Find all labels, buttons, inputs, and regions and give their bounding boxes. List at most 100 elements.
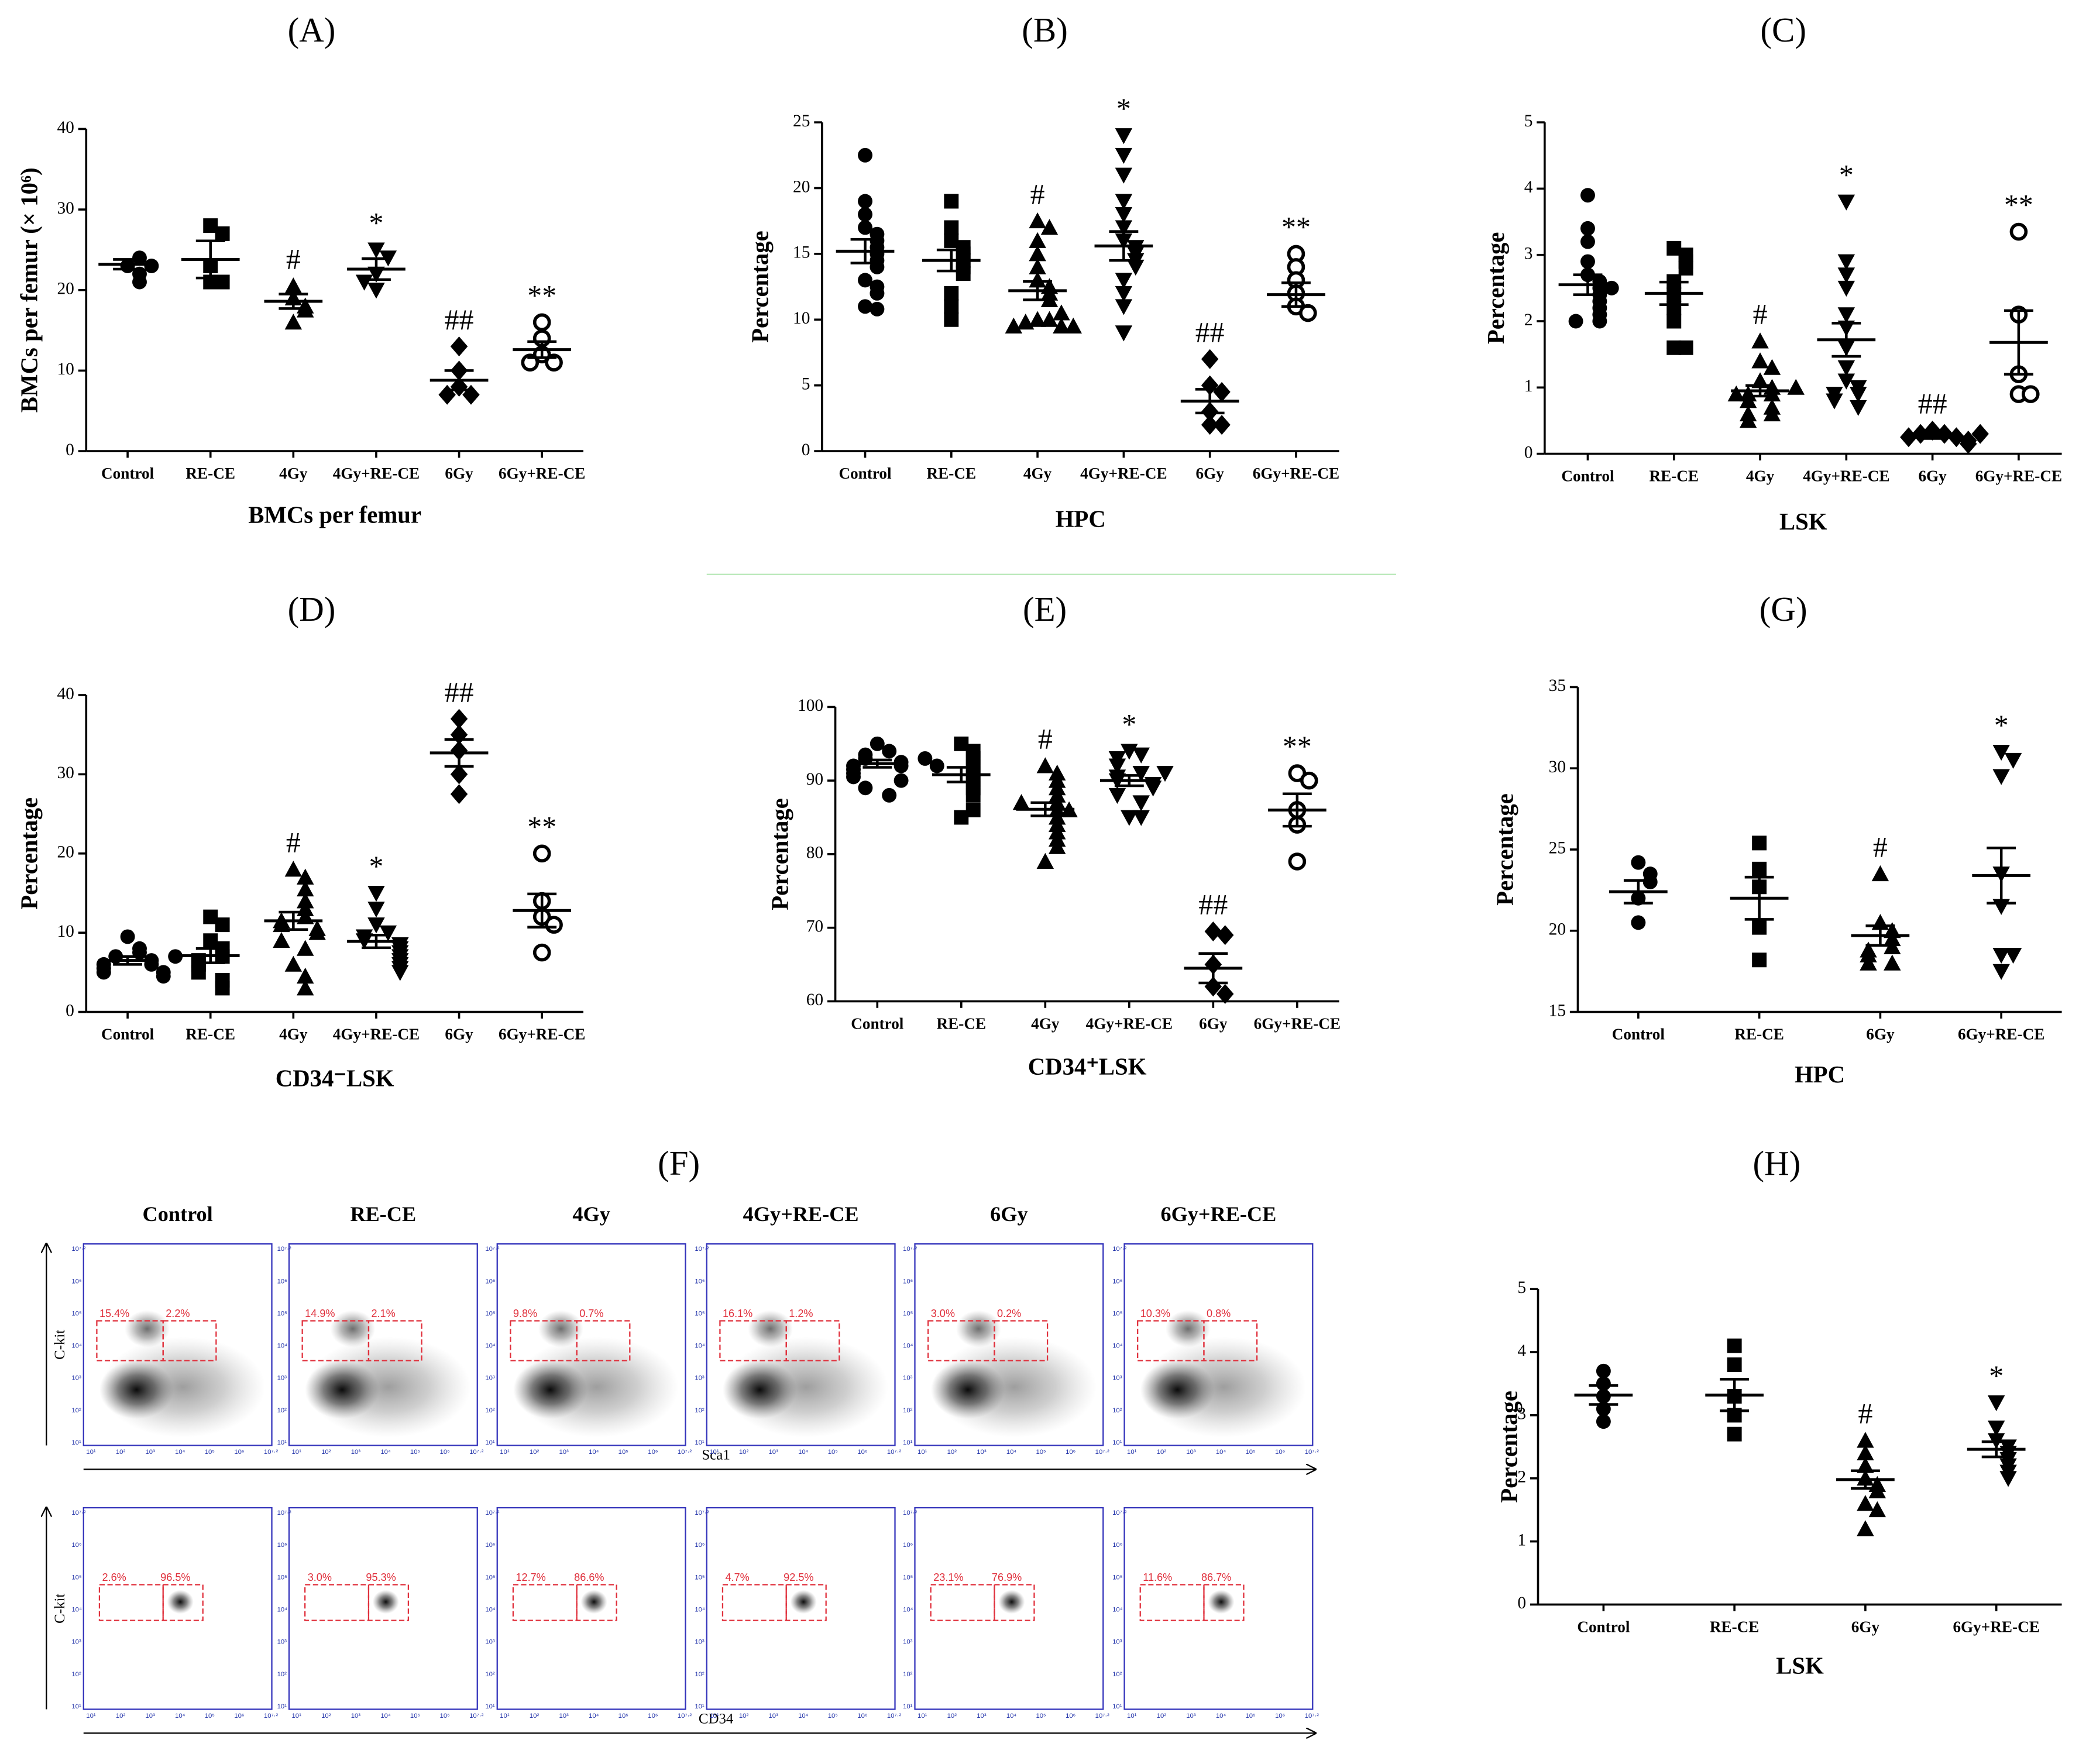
flow-tick-label: 10² <box>739 1449 749 1456</box>
y-axis-label: Percentage <box>747 231 773 343</box>
flow-tick-label: 10⁴ <box>1112 1343 1123 1350</box>
flow-tick-label: 10⁵ <box>71 1574 81 1581</box>
data-point <box>1666 340 1682 355</box>
flow-tick-label: 10⁵ <box>1036 1713 1046 1720</box>
data-point <box>1053 317 1070 333</box>
y-tick-label: 15 <box>1549 1001 1566 1020</box>
flow-tick-label: 10⁵ <box>618 1713 628 1720</box>
data-point <box>944 299 959 314</box>
flow-tick-label: 10⁵ <box>695 1310 705 1317</box>
data-point <box>545 916 563 934</box>
flow-tick-label: 10³ <box>768 1713 778 1720</box>
x-tick-label: 4Gy <box>279 1026 308 1043</box>
x-tick-label: Control <box>839 465 892 482</box>
flow-tick-label: 10¹ <box>500 1713 510 1720</box>
y-tick-label: 20 <box>1549 920 1566 939</box>
data-point <box>1005 317 1023 333</box>
data-point <box>954 736 969 751</box>
data-point <box>1884 930 1901 947</box>
x-tick-label: 4Gy <box>279 465 308 482</box>
y-tick-label: 40 <box>57 118 74 137</box>
panel-label: (G) <box>1760 590 1807 628</box>
data-point <box>858 147 872 163</box>
significance-mark: ## <box>1918 388 1947 420</box>
data-point <box>191 965 206 980</box>
data-point <box>1992 947 2010 964</box>
data-point <box>144 258 159 273</box>
data-point <box>1884 954 1901 971</box>
data-point <box>954 810 969 825</box>
flow-tick-label: 10⁶ <box>903 1278 913 1285</box>
data-point <box>1156 766 1174 782</box>
significance-mark: * <box>1989 1360 2004 1392</box>
flow-tick-label: 10¹ <box>917 1449 927 1456</box>
flow-tick-label: 10⁴ <box>485 1343 496 1350</box>
flow-tick-label: 10⁷·² <box>277 1246 291 1253</box>
flow-tick-label: 10⁶ <box>277 1542 287 1549</box>
x-tick-label: 4Gy+RE-CE <box>1803 467 1889 485</box>
data-point <box>1040 219 1059 235</box>
x-tick-label: 6Gy+RE-CE <box>1254 1015 1341 1032</box>
data-point <box>1592 314 1607 329</box>
data-point <box>1204 921 1222 941</box>
x-tick-label: 6Gy+RE-CE <box>499 1026 585 1043</box>
gate-value: 86.6% <box>574 1572 604 1583</box>
data-point <box>1987 1395 2005 1412</box>
flow-tick-label: 10³ <box>145 1449 155 1456</box>
data-point <box>1132 766 1150 782</box>
x-tick-label: 6Gy+RE-CE <box>1975 467 2062 485</box>
gate <box>162 1320 217 1361</box>
data-point <box>1752 953 1767 968</box>
data-point <box>367 902 385 918</box>
y-axis-label: Percentage <box>16 797 43 910</box>
data-point <box>367 283 385 299</box>
flow-x-label: CD34 <box>699 1711 734 1727</box>
data-point <box>1849 387 1867 403</box>
flow-tick-label: 10¹ <box>709 1713 719 1720</box>
y-tick-label: 30 <box>57 764 74 782</box>
flow-tick-label: 10² <box>947 1713 957 1720</box>
data-point <box>132 274 147 290</box>
flow-tick-label: 10³ <box>903 1375 913 1382</box>
data-point <box>1752 835 1767 851</box>
flow-tick-label: 10⁷·² <box>71 1246 85 1253</box>
x-tick-label: 4Gy+RE-CE <box>1086 1015 1173 1032</box>
flow-tick-label: 10⁷·² <box>1095 1449 1109 1456</box>
y-tick-label: 3 <box>1517 1405 1526 1423</box>
flow-tick-label: 10⁵ <box>1245 1713 1255 1720</box>
flow-tick-label: 10⁶ <box>1066 1713 1075 1720</box>
data-point <box>168 949 183 964</box>
data-point <box>1115 325 1133 342</box>
cell-density <box>1208 1590 1235 1614</box>
data-point <box>1763 405 1781 422</box>
panel-label: (H) <box>1752 1144 1800 1182</box>
data-point <box>944 286 959 301</box>
flow-tick-label: 10⁵ <box>903 1310 913 1317</box>
gate-value: 15.4% <box>99 1308 129 1319</box>
flow-tick-label: 10² <box>903 1407 913 1414</box>
y-tick-label: 0 <box>1524 443 1533 462</box>
flow-tick-label: 10⁵ <box>277 1574 287 1581</box>
gate-value: 1.2% <box>789 1308 813 1319</box>
data-point <box>1121 810 1138 826</box>
data-point <box>1857 1432 1874 1448</box>
data-point <box>391 965 409 981</box>
data-point <box>215 981 230 996</box>
data-point <box>1826 393 1843 410</box>
gate <box>785 1584 827 1621</box>
gate <box>994 1584 1035 1621</box>
significance-mark: ** <box>527 279 556 311</box>
data-point <box>1727 1357 1742 1373</box>
data-point <box>917 751 933 766</box>
flow-y-label: C-kit <box>52 1330 68 1360</box>
data-point <box>532 844 551 863</box>
flow-tick-label: 10¹ <box>500 1449 510 1456</box>
flow-tick-label: 10³ <box>1186 1449 1196 1456</box>
cell-density <box>930 1360 1005 1419</box>
cell-density <box>167 1590 194 1614</box>
significance-mark: ## <box>1195 316 1225 348</box>
data-point <box>1029 271 1046 288</box>
cell-density <box>330 1310 376 1347</box>
flow-tick-label: 10⁶ <box>695 1542 705 1549</box>
data-point <box>284 314 303 330</box>
